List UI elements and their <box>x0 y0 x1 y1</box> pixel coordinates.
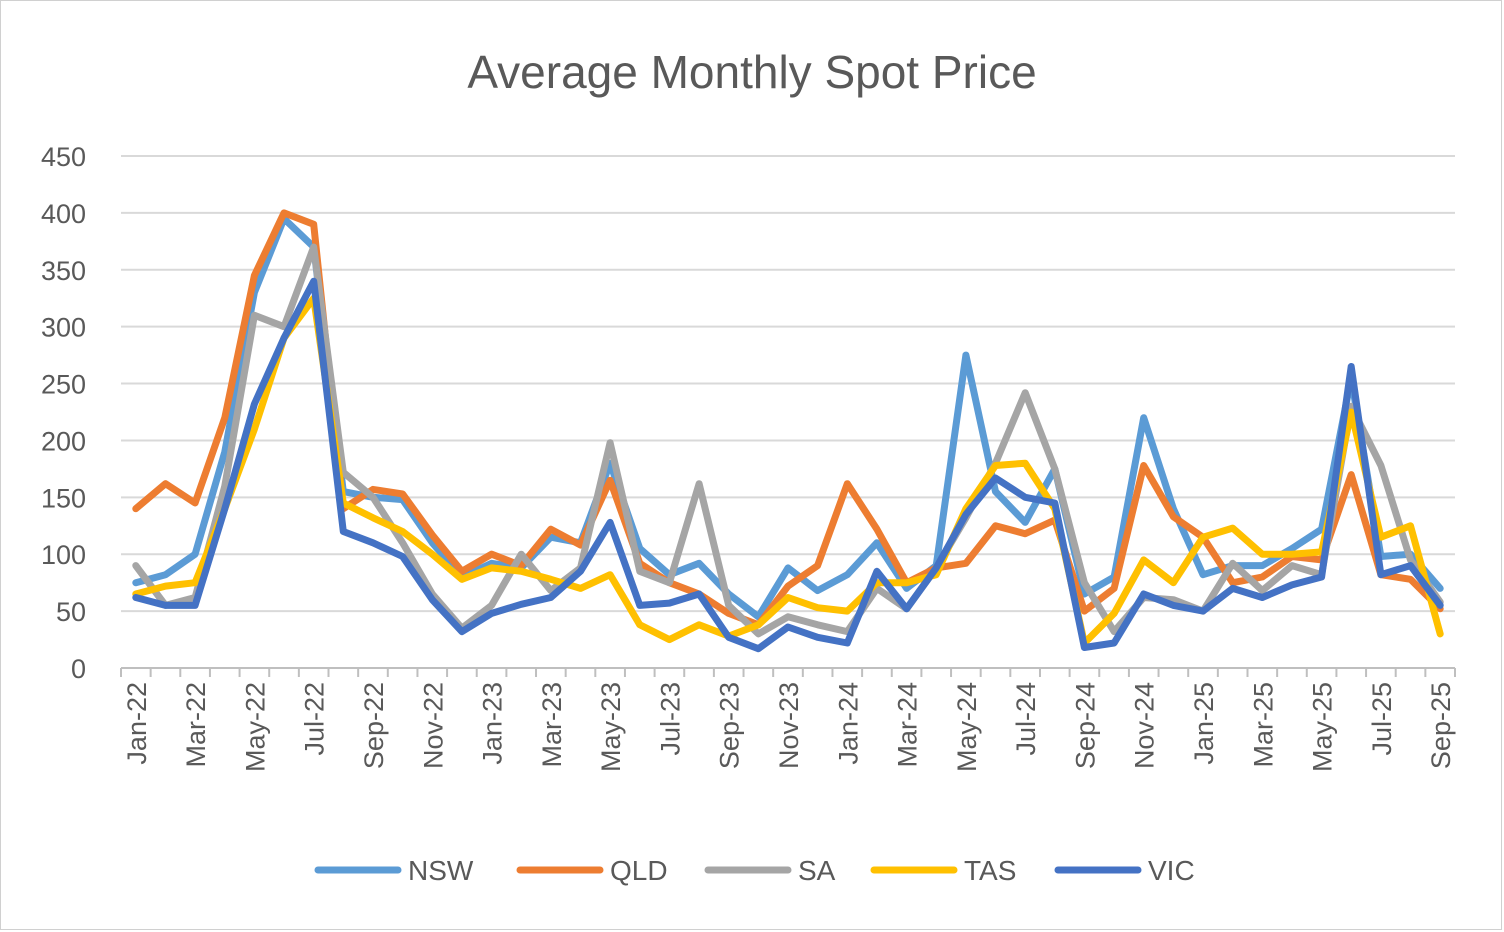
x-tick-label: Nov-22 <box>418 682 448 769</box>
x-tick-label: Sep-24 <box>1070 682 1100 769</box>
x-tick-label: Jul-23 <box>655 682 685 756</box>
x-tick-label: Nov-23 <box>774 682 804 769</box>
x-tick-label: Jan-24 <box>833 682 863 765</box>
series-line-tas <box>132 294 1444 647</box>
x-tick-label: May-23 <box>596 682 626 772</box>
x-tick-label: Mar-24 <box>893 682 923 768</box>
y-axis-ticks: 0 50 100 150 200 250 300 350 400 450 <box>41 142 86 684</box>
gridlines <box>121 155 1455 669</box>
y-tick-label: 250 <box>41 370 86 400</box>
series-line-sa <box>132 243 1444 638</box>
legend-label: TAS <box>964 855 1016 886</box>
legend-item-qld: QLD <box>516 855 668 886</box>
y-tick-label: 0 <box>71 654 86 684</box>
legend-item-sa: SA <box>704 855 836 886</box>
x-tick-label: Nov-24 <box>1130 682 1160 769</box>
x-tick-label: Jul-22 <box>300 682 330 756</box>
legend-item-tas: TAS <box>870 855 1016 886</box>
x-tick-label: Jan-25 <box>1189 682 1219 765</box>
y-tick-label: 350 <box>41 256 86 286</box>
y-tick-label: 100 <box>41 540 86 570</box>
y-tick-label: 450 <box>41 142 86 172</box>
x-tick-label: Jul-25 <box>1367 682 1397 756</box>
x-tick-label: Jul-24 <box>1011 682 1041 756</box>
y-tick-label: 300 <box>41 313 86 343</box>
y-tick-label: 150 <box>41 483 86 513</box>
y-tick-label: 200 <box>41 426 86 456</box>
series-line-qld <box>132 209 1444 629</box>
y-tick-label: 50 <box>56 597 86 627</box>
x-tick-label: May-24 <box>952 682 982 772</box>
legend: NSW QLD SA TAS VIC <box>314 855 1195 886</box>
x-tick-label: Mar-25 <box>1248 682 1278 768</box>
x-tick-label: Sep-22 <box>359 682 389 769</box>
y-tick-label: 400 <box>41 199 86 229</box>
x-tick-label: Jan-23 <box>478 682 508 765</box>
x-tick-label: Jan-22 <box>122 682 152 765</box>
legend-item-nsw: NSW <box>314 855 474 886</box>
x-tick-label: May-25 <box>1308 682 1338 772</box>
x-tick-label: Sep-25 <box>1426 682 1456 769</box>
legend-label: QLD <box>610 855 668 886</box>
chart-title: Average Monthly Spot Price <box>467 46 1036 98</box>
legend-label: VIC <box>1148 855 1195 886</box>
x-tick-label: Mar-22 <box>181 682 211 768</box>
x-tick-label: May-22 <box>240 682 270 772</box>
legend-label: NSW <box>408 855 474 886</box>
x-tick-label: Mar-23 <box>537 682 567 768</box>
x-axis-ticks: Jan-22 Mar-22 May-22 Jul-22 Sep-22 Nov-22 Jan-… <box>120 668 1456 772</box>
series-lines <box>132 209 1444 653</box>
series-line-vic <box>132 277 1444 653</box>
x-tick-label: Sep-23 <box>715 682 745 769</box>
legend-label: SA <box>798 855 836 886</box>
legend-item-vic: VIC <box>1054 855 1195 886</box>
